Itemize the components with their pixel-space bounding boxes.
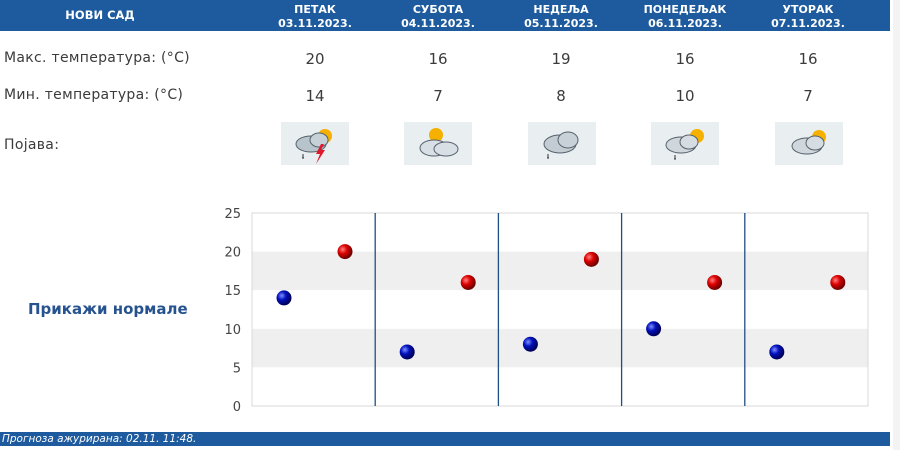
min-temp-point [769,344,785,360]
min-temp-point [276,290,292,306]
max-temp-point [707,274,723,290]
day-date: 07.11.2023. [771,17,845,30]
y-tick-label: 10 [224,323,241,338]
y-tick-label: 5 [233,361,241,376]
min-temp-point [522,336,538,352]
day-name: СУБОТА [412,3,464,16]
y-tick-label: 20 [224,246,241,261]
day-date: 05.11.2023. [524,17,598,30]
location-title: НОВИ САД [65,8,135,22]
max-temp-value: 20 [305,50,325,68]
day-name: ПОНЕДЕЉАК [643,3,727,16]
cloud-rain-icon [528,122,596,165]
day-header-1: ПЕТАК 03.11.2023. [275,0,355,31]
min-temp-point [399,344,415,360]
max-temp-point [460,274,476,290]
forecast-updated-footer: Прогноза ажурирана: 02.11. 11:48. [0,432,890,446]
chart-grid-band [252,213,868,252]
max-temp-label: Макс. температура: (°C) [4,50,190,66]
max-temp-value: 19 [551,50,571,68]
day-date: 06.11.2023. [648,17,722,30]
max-temp-point [337,244,353,260]
min-temp-value: 10 [675,87,695,105]
temperature-chart: 0 5 10 15 20 25 [224,207,869,415]
sun-cloud-icon [404,122,472,165]
forecast-header: НОВИ САД ПЕТАК 03.11.2023. СУБОТА 04.11.… [0,0,890,31]
cloud-sun-icon [775,122,843,165]
day-date: 04.11.2023. [401,17,475,30]
min-temp-value: 7 [433,87,443,105]
cloud-sun-storm-icon [281,122,349,165]
max-temp-value: 16 [798,50,818,68]
day-name: ПЕТАК [294,3,336,16]
show-normals-link[interactable]: Прикажи нормале [28,300,188,318]
chart-grid-band [252,328,868,368]
max-temp-point [583,251,599,267]
min-temp-point [646,321,662,337]
max-temp-value: 16 [428,50,448,68]
phenomenon-label: Појава: [4,137,60,153]
day-header-3: НЕДЕЉА 05.11.2023. [521,0,601,31]
min-temp-value: 14 [305,87,325,105]
cloud-sun-rain-icon [651,122,719,165]
min-temp-value: 7 [803,87,813,105]
chart-frame [251,212,869,407]
day-header-2: СУБОТА 04.11.2023. [398,0,478,31]
y-tick-label: 0 [233,400,241,415]
max-temp-point [830,274,846,290]
chart-grid-band [252,251,868,291]
day-name: УТОРАК [782,3,834,16]
vertical-scrollbar[interactable] [893,0,900,450]
chart-grid-band [252,367,868,406]
day-date: 03.11.2023. [278,17,352,30]
chart-grid-band [252,290,868,329]
day-header-5: УТОРАК 07.11.2023. [768,0,848,31]
max-temp-value: 16 [675,50,695,68]
day-name: НЕДЕЉА [533,3,589,16]
min-temp-value: 8 [556,87,566,105]
min-temp-label: Мин. температура: (°C) [4,87,184,103]
day-header-4: ПОНЕДЕЉАК 06.11.2023. [640,0,730,31]
y-tick-label: 15 [224,284,241,299]
y-tick-label: 25 [224,207,241,222]
